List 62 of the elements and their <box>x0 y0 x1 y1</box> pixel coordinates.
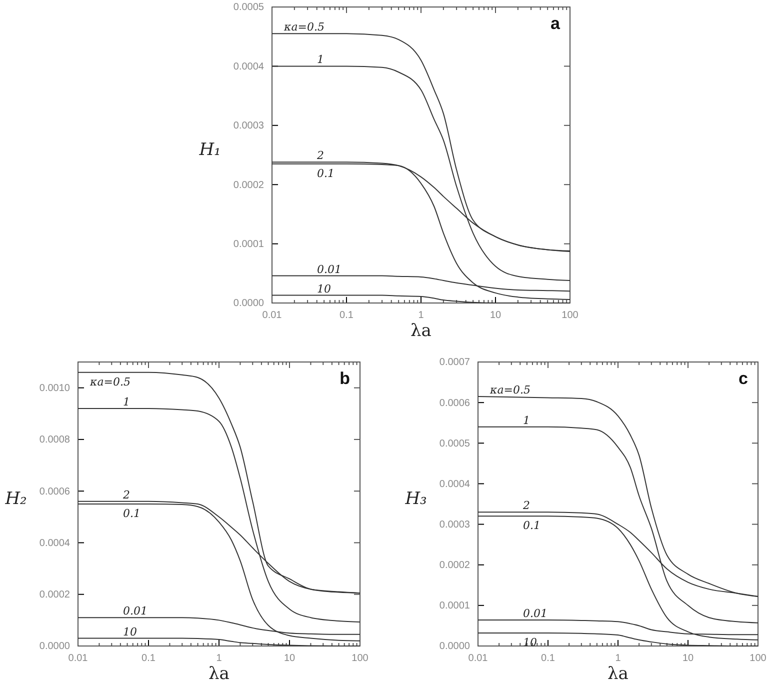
x-tick-label: 0.1 <box>541 653 556 664</box>
x-axis-title: λa <box>410 321 432 341</box>
y-tick-label: 0.0008 <box>39 434 70 446</box>
y-tick-label: 0.0002 <box>233 180 264 191</box>
x-tick-label: 1 <box>216 653 222 664</box>
y-tick-label: 0.0006 <box>439 398 470 409</box>
y-axis-title: H₃ <box>404 489 428 509</box>
y-tick-label: 0.0003 <box>233 120 264 132</box>
series-label: 1 <box>317 53 324 66</box>
y-tick-label: 0.0000 <box>39 641 70 652</box>
series-label: 2 <box>316 149 324 162</box>
y-tick-label: 0.0002 <box>39 590 70 601</box>
x-tick-label: 0.01 <box>262 310 282 322</box>
x-tick-label: 0.01 <box>68 653 88 664</box>
series-label: 10 <box>523 636 537 650</box>
series-label: 10 <box>317 282 331 296</box>
y-tick-label: 0.0006 <box>39 486 70 498</box>
y-tick-label: 0.0004 <box>39 538 70 549</box>
x-tick-label: 1 <box>418 310 424 322</box>
x-tick-label: 10 <box>284 653 296 664</box>
y-tick-label: 0.0010 <box>39 383 70 394</box>
series-label: 0.1 <box>317 166 334 180</box>
series-label: 0.1 <box>523 519 540 532</box>
series-label: 2 <box>122 488 130 502</box>
y-tick-label: 0.0003 <box>439 519 470 530</box>
y-tick-label: 0.0000 <box>233 298 264 310</box>
series-label: 0.01 <box>523 607 548 620</box>
x-tick-label: 0.1 <box>340 310 354 322</box>
series-label: 0.01 <box>317 262 342 276</box>
y-tick-label: 0.0002 <box>439 560 470 572</box>
x-tick-label: 10 <box>682 653 694 664</box>
y-tick-label: 0.0007 <box>439 357 470 368</box>
x-tick-label: 100 <box>750 653 767 664</box>
y-tick-label: 0.0000 <box>439 641 470 652</box>
x-tick-label: 0.1 <box>142 653 156 664</box>
series-label: κa=0.5 <box>283 20 324 34</box>
chart-title: c <box>738 369 748 388</box>
series-label: κa=0.5 <box>89 375 130 388</box>
series-label: 1 <box>523 414 530 427</box>
chart-title: a <box>550 14 561 33</box>
y-axis-title: H₂ <box>4 489 28 509</box>
y-tick-label: 0.0005 <box>233 2 264 14</box>
y-tick-label: 0.0001 <box>233 239 264 250</box>
y-tick-label: 0.0004 <box>233 61 264 72</box>
y-tick-label: 0.0001 <box>439 600 470 612</box>
series-label: 10 <box>123 625 137 638</box>
chart-title: b <box>340 369 350 388</box>
x-tick-label: 10 <box>490 310 502 322</box>
x-axis-title: λa <box>208 664 230 684</box>
y-tick-label: 0.0004 <box>439 478 470 490</box>
series-label: 2 <box>522 499 530 512</box>
y-axis-title: H₁ <box>198 140 221 160</box>
series-label: κa=0.5 <box>489 383 530 396</box>
x-tick-label: 100 <box>352 653 369 664</box>
series-label: 0.1 <box>123 507 140 520</box>
x-axis-title: λa <box>608 664 628 684</box>
x-tick-label: 0.01 <box>468 653 488 664</box>
x-tick-label: 1 <box>615 653 622 664</box>
series-label: 1 <box>123 395 130 408</box>
series-label: 0.01 <box>123 604 148 618</box>
x-tick-label: 100 <box>562 310 579 322</box>
y-tick-label: 0.0005 <box>439 438 470 450</box>
